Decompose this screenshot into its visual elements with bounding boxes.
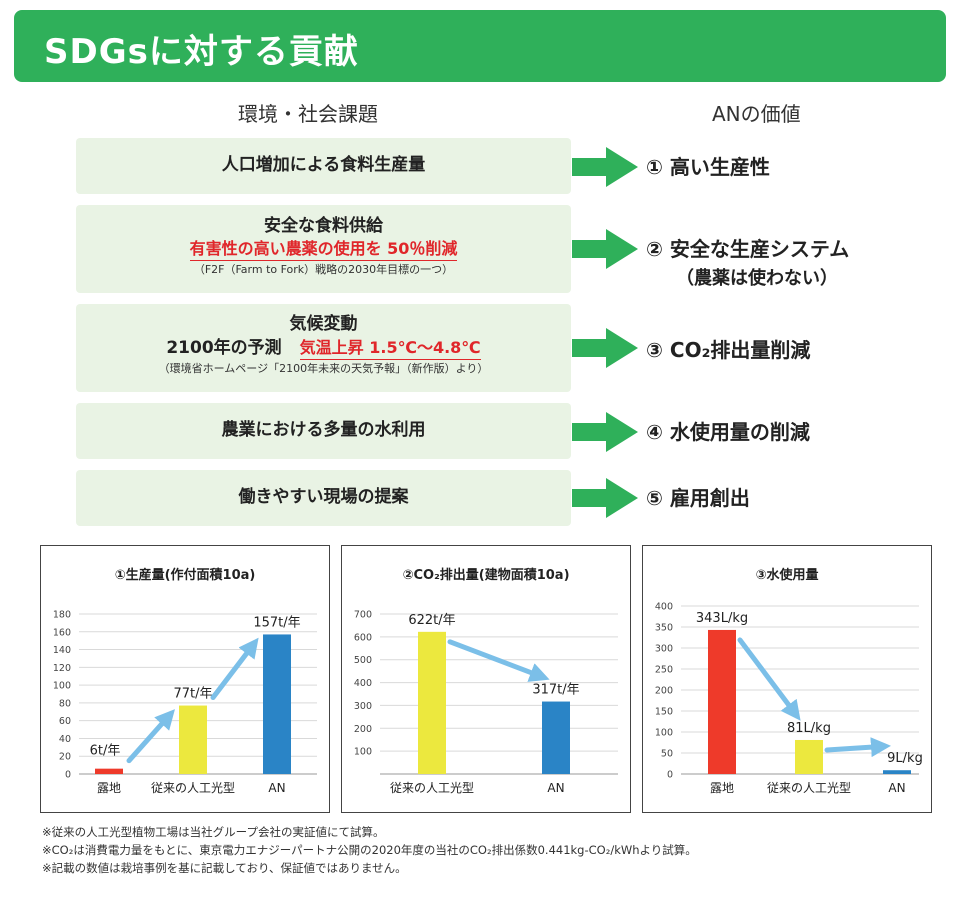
y-tick-label: 0 [667,770,673,781]
trend-arrow [737,637,801,721]
right-arrow-icon [572,478,638,518]
trend-arrow [126,709,175,764]
y-tick-label: 100 [53,681,71,692]
right-arrow-icon [572,412,638,452]
chart-co2: ②CO₂排出量(建物面積10a) 100 200 300 400 500 600 700 従来… [341,545,631,813]
issue-text: 農業における多量の水利用 [221,420,426,440]
issue-text: 働きやすい現場の提案 [238,487,409,507]
y-tick-label: 100 [354,747,372,758]
footnotes: ※従来の人工光型植物工場は当社グループ会社の実証値にて試算。 ※CO₂は消費電力… [42,823,697,877]
value-water-reduction: ④ 水使用量の削減 [646,420,810,444]
footnote: ※CO₂は消費電力量をもとに、東京電力エナジーパートナ公開の2020年度の当社の… [42,843,697,857]
right-arrow-icon [572,328,638,368]
issue-text-forecast: 2100年の予測 [166,338,282,358]
column-heading-values: ANの価値 [712,102,801,126]
data-label: 622t/年 [408,613,455,628]
data-label: 81L/kg [787,721,831,736]
bar [263,634,291,774]
x-tick-label: 従来の人工光型 [767,781,851,795]
y-tick-label: 200 [655,686,673,697]
issue-note: （F2F（Farm to Fork）戦略の2030年目標の一つ） [193,263,454,276]
trend-arrow [210,637,259,701]
data-label: 157t/年 [253,615,300,630]
value-safe-system: ② 安全な生産システム [646,237,850,261]
y-tick-label: 20 [59,752,71,763]
right-arrow-icon [572,147,638,187]
column-heading-issues: 環境・社会課題 [238,102,378,126]
value-productivity: ① 高い生産性 [646,155,770,179]
issue-highlight: 有害性の高い農薬の使用を 50％削減 [189,238,458,261]
issue-highlight: 気温上昇 1.5℃～4.8℃ [299,337,481,360]
y-tick-label: 400 [655,602,673,613]
y-tick-label: 0 [65,770,71,781]
y-tick-label: 700 [354,610,372,621]
issue-text: 安全な食料供給 [264,216,383,236]
y-tick-label: 400 [354,678,372,689]
chart-water: ③水使用量 0 50 100 150 200 250 300 350 400 露地 従来の人工光型 A… [642,545,932,813]
data-label: 6t/年 [90,744,121,759]
y-tick-label: 60 [59,716,71,727]
chart-title: ②CO₂排出量(建物面積10a) [402,568,570,583]
x-tick-label: AN [888,781,905,795]
page-title: SDGsに対する貢献 [44,32,359,72]
chart-title: ③水使用量 [755,568,819,583]
value-safe-system-note: （農薬は使わない） [676,268,838,289]
y-tick-label: 140 [53,645,71,656]
x-tick-label: 従来の人工光型 [151,781,235,795]
issue-panel-climate: 気候変動 2100年の予測 気温上昇 1.5℃～4.8℃ （環境省ホームページ「… [76,304,571,392]
bar [179,705,207,774]
chart-water-plot: 0 50 100 150 200 250 300 350 400 露地 従来の人工光型 AN 343L/… [655,602,923,796]
y-tick-label: 300 [655,644,673,655]
y-tick-label: 200 [354,724,372,735]
y-tick-label: 600 [354,632,372,643]
y-tick-label: 180 [53,610,71,621]
y-tick-label: 50 [661,749,673,760]
right-arrow-icon [572,229,638,269]
bar [418,631,446,774]
y-tick-label: 150 [655,707,673,718]
chart-production-plot: 0 20 40 60 80 100 120 140 160 180 露地 従来の人工光型 AN 6t/年 7… [53,610,317,795]
trend-arrow [824,737,891,758]
issue-text: 人口増加による食料生産量 [221,155,426,175]
value-co2-reduction: ③ CO₂排出量削減 [646,338,811,362]
bar [542,701,570,774]
footnote: ※記載の数値は栽培事例を基に記載しており、保証値ではありません。 [42,861,407,875]
x-tick-label: AN [268,781,285,795]
y-tick-label: 80 [59,698,71,709]
y-tick-label: 350 [655,623,673,634]
data-label: 343L/kg [696,611,748,626]
bar [795,739,823,774]
y-tick-label: 250 [655,665,673,676]
footnote: ※従来の人工光型植物工場は当社グループ会社の実証値にて試算。 [42,825,385,839]
bar [708,629,736,774]
chart-production: ①生産量(作付面積10a) 0 20 40 60 80 100 120 140 160 180 露地… [40,545,330,813]
data-label: 317t/年 [532,683,579,698]
y-tick-label: 500 [354,655,372,666]
trend-arrow [447,639,550,682]
issue-text: 気候変動 [289,314,358,334]
data-label: 9L/kg [887,751,923,766]
value-employment: ⑤ 雇用創出 [646,486,750,510]
issue-panel-water: 農業における多量の水利用 [76,403,571,459]
y-tick-label: 160 [53,627,71,638]
bar [95,768,123,774]
issue-panel-workplace: 働きやすい現場の提案 [76,470,571,526]
issue-note: （環境省ホームページ「2100年未来の天気予報」（新作版）より） [158,362,489,375]
x-tick-label: 露地 [710,781,734,795]
y-tick-label: 100 [655,728,673,739]
header-banner: SDGsに対する貢献 [14,10,946,82]
bar [883,770,911,774]
x-tick-label: 従来の人工光型 [390,781,474,795]
y-tick-label: 300 [354,701,372,712]
chart-title: ①生産量(作付面積10a) [114,568,256,583]
x-tick-label: AN [547,781,564,795]
y-tick-label: 40 [59,734,71,745]
y-tick-label: 120 [53,663,71,674]
issue-panel-safe-food: 安全な食料供給 有害性の高い農薬の使用を 50％削減 （F2F（Farm to … [76,205,571,293]
chart-co2-plot: 100 200 300 400 500 600 700 従来の人工光型 AN 622t/年 317t… [354,610,618,795]
data-label: 77t/年 [173,687,212,702]
issue-panel-food-production: 人口増加による食料生産量 [76,138,571,194]
x-tick-label: 露地 [97,781,121,795]
